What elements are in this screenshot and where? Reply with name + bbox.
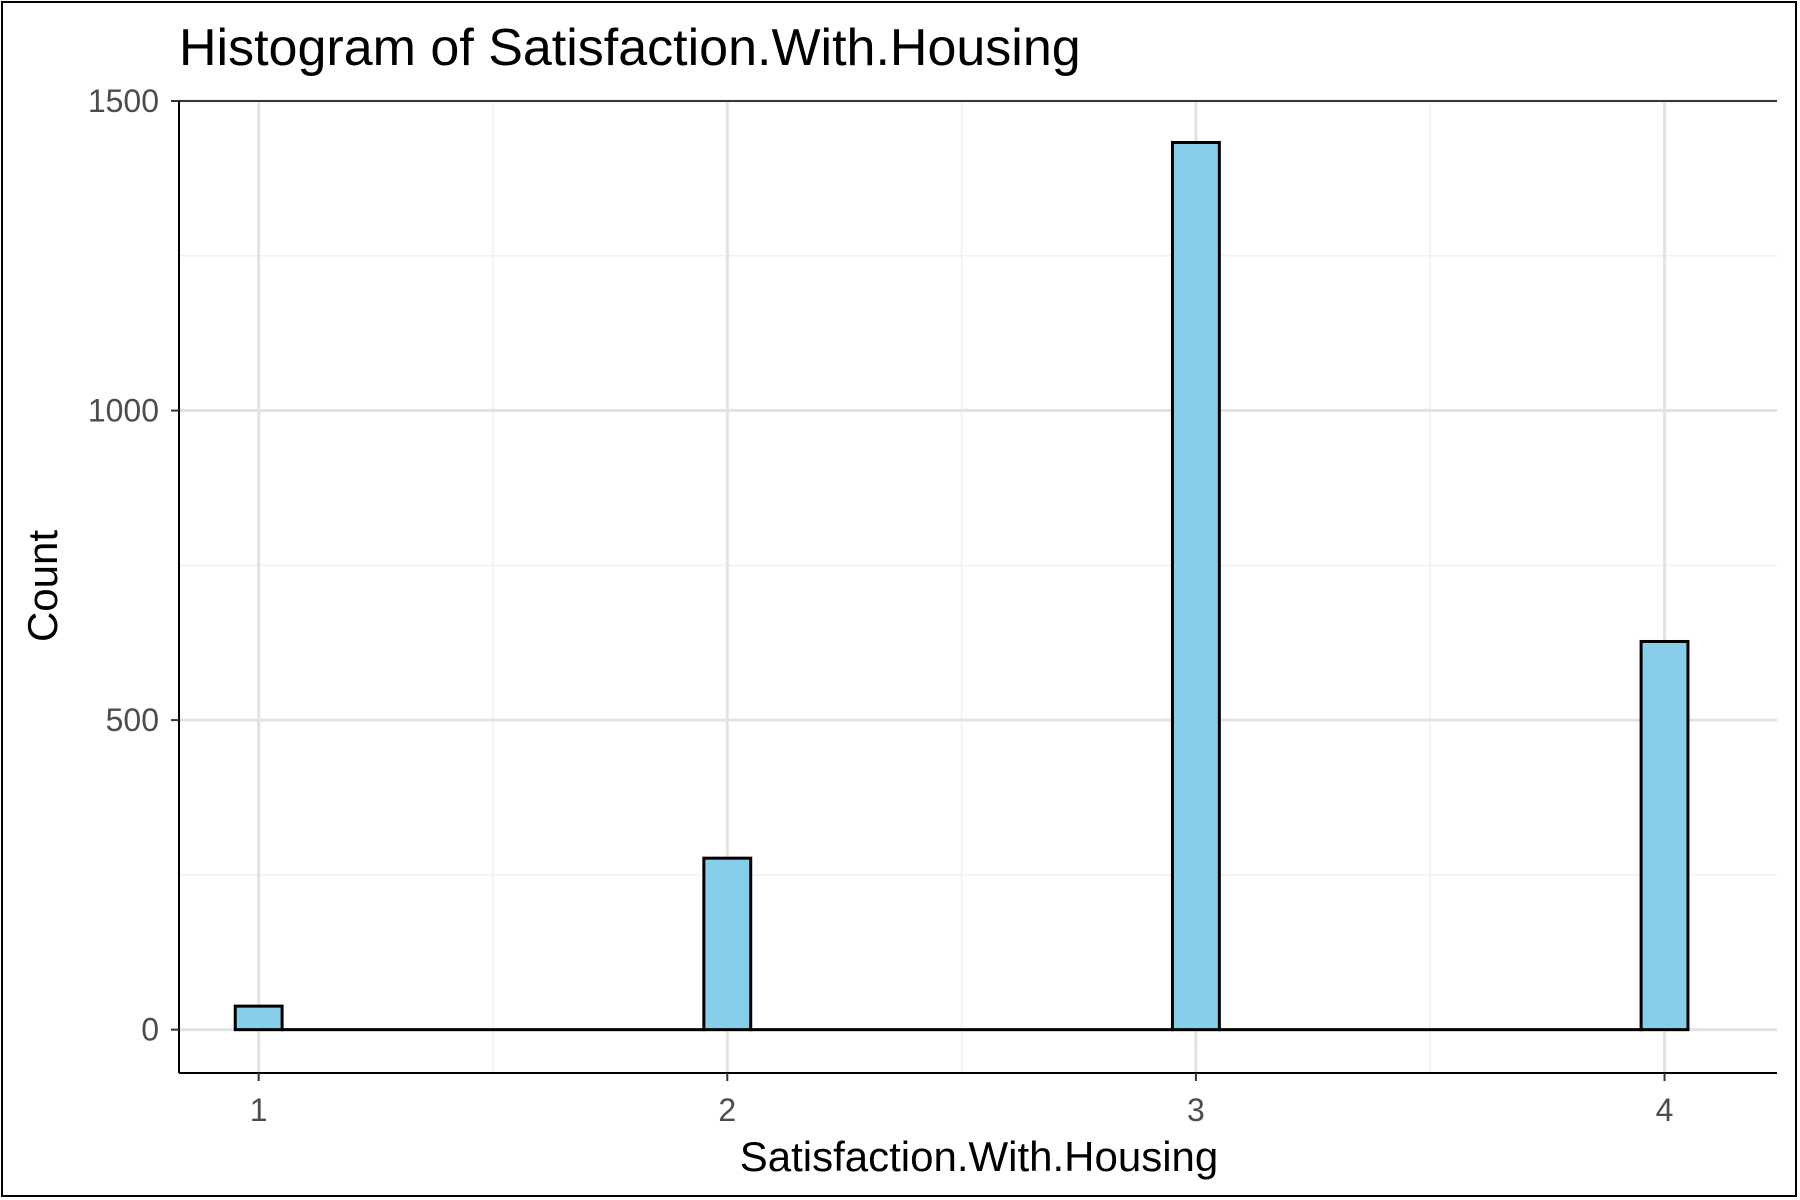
histogram-bar xyxy=(1639,639,1690,1032)
y-tick-label: 1000 xyxy=(88,393,159,429)
y-tick-label: 500 xyxy=(106,702,159,738)
ticks-layer: 0 500 1000 1500 1 2 3 4 xyxy=(88,83,1674,1128)
x-axis-title: Satisfaction.With.Housing xyxy=(740,1133,1219,1180)
y-tick-label: 0 xyxy=(141,1012,159,1048)
bars-layer xyxy=(233,140,1690,1032)
histogram-bar xyxy=(1170,140,1221,1032)
grid-layer xyxy=(179,99,1777,1073)
axes-layer xyxy=(178,100,1777,1074)
x-tick-label: 3 xyxy=(1187,1092,1205,1128)
x-tick-label: 2 xyxy=(718,1092,736,1128)
y-axis-title: Count xyxy=(19,530,66,642)
histogram-bar xyxy=(233,1004,284,1032)
y-tick-label: 1500 xyxy=(88,83,159,119)
x-tick-label: 1 xyxy=(250,1092,268,1128)
histogram-bar xyxy=(702,856,753,1032)
chart-title: Histogram of Satisfaction.With.Housing xyxy=(179,19,1081,77)
x-tick-label: 4 xyxy=(1656,1092,1674,1128)
histogram-chart: 0 500 1000 1500 1 2 3 4 Histogram of Satisfacti… xyxy=(19,19,1777,1180)
